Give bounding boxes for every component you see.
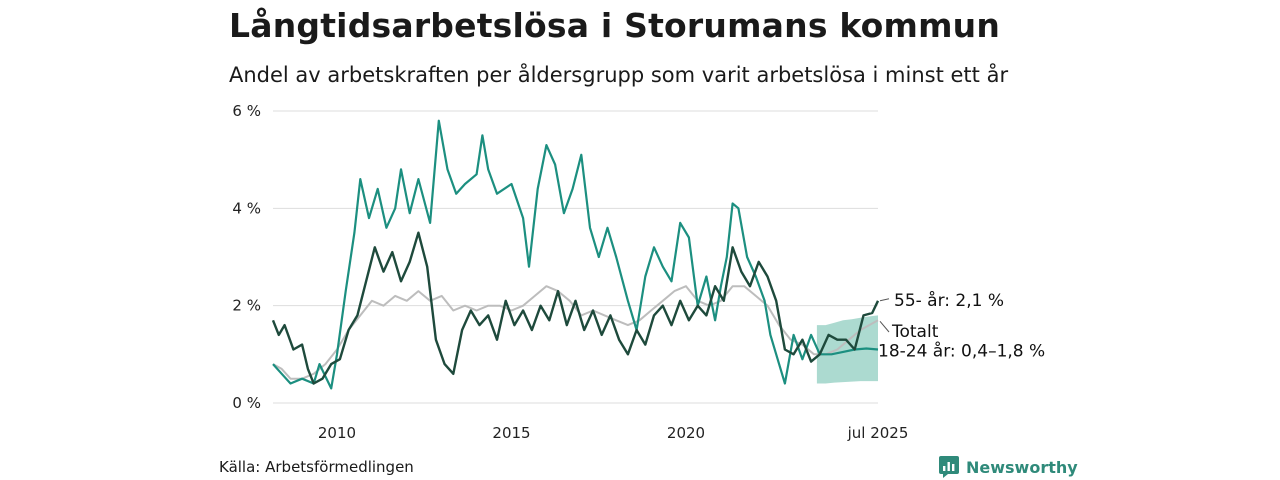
- end-label-leader: [879, 320, 890, 333]
- y-tick-label: 6 %: [232, 102, 261, 120]
- y-tick-label: 0 %: [232, 394, 261, 412]
- interval-band-layer: [816, 315, 878, 384]
- end-label-age_55: 55- år: 2,1 %: [894, 290, 1004, 311]
- y-axis-ticks: 0 % 2 % 4 % 6 %: [232, 102, 261, 412]
- brand-name: Newsworthy: [966, 457, 1078, 477]
- newsworthy-logo-icon: [939, 456, 959, 478]
- x-tick-label: 2010: [318, 424, 356, 442]
- end-label-leader: [879, 298, 890, 302]
- grid-lines: [273, 110, 878, 404]
- brand-logo[interactable]: Newsworthy: [939, 456, 1078, 478]
- series-line-age_18_24: [272, 119, 879, 390]
- interval-band-18-24: [816, 315, 878, 384]
- chart-subtitle: Andel av arbetskraften per åldersgrupp s…: [229, 63, 1009, 87]
- series-layer: [271, 119, 880, 390]
- end-label-age_18_24: 18-24 år: 0,4–1,8 %: [878, 340, 1045, 361]
- source-note: Källa: Arbetsförmedlingen: [219, 458, 414, 476]
- chart-title: Långtidsarbetslösa i Storumans kommun: [229, 6, 1001, 45]
- end-label-total: Totalt: [891, 322, 939, 342]
- x-tick-label: jul 2025: [847, 424, 909, 442]
- x-tick-label: 2020: [667, 424, 705, 442]
- series-line-age_55: [271, 231, 880, 385]
- y-tick-label: 2 %: [232, 297, 261, 315]
- x-tick-label: 2015: [492, 424, 530, 442]
- y-tick-label: 4 %: [232, 199, 261, 217]
- x-axis-ticks: 2010 2015 2020 jul 2025: [318, 424, 909, 442]
- series-line-total: [272, 285, 879, 380]
